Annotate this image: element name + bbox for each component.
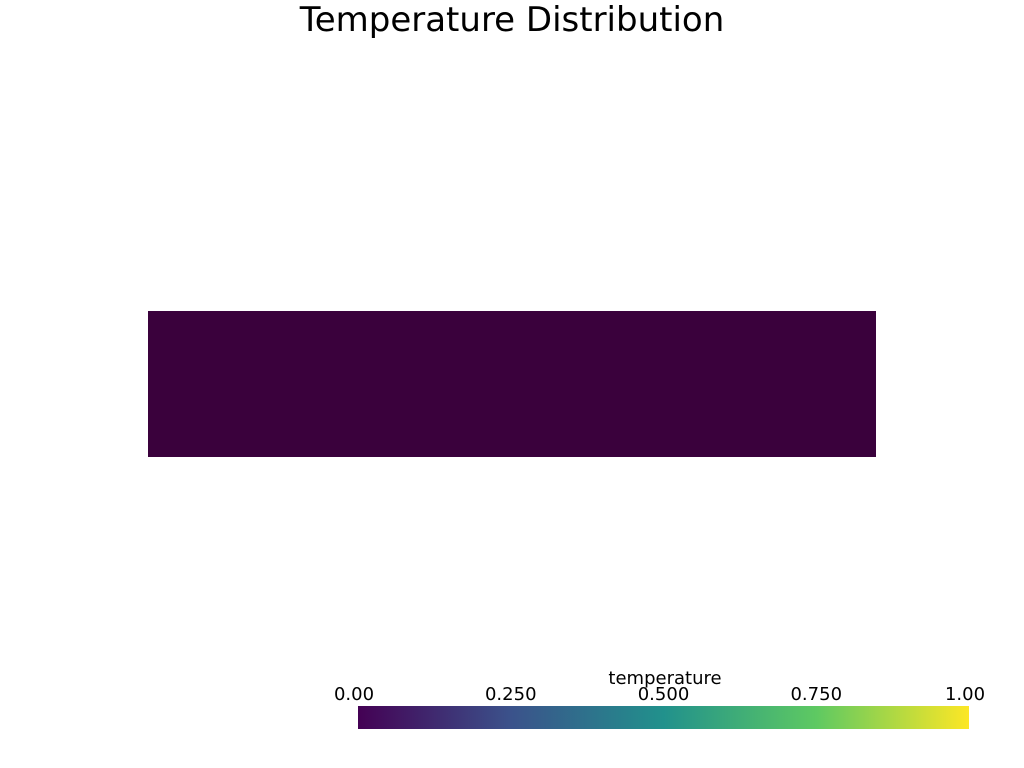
colorbar-tick-label: 0.00: [333, 684, 375, 705]
temperature-field-domain: [148, 311, 876, 457]
plot-title: Temperature Distribution: [299, 0, 725, 40]
colorbar-tick-label: 0.250: [484, 684, 537, 705]
colorbar: [358, 706, 969, 729]
colorbar-title: temperature: [608, 668, 722, 689]
colorbar-tick-label: 0.500: [637, 684, 690, 705]
colorbar-tick-label: 0.750: [790, 684, 843, 705]
colorbar-tick-label: 1.00: [944, 684, 986, 705]
